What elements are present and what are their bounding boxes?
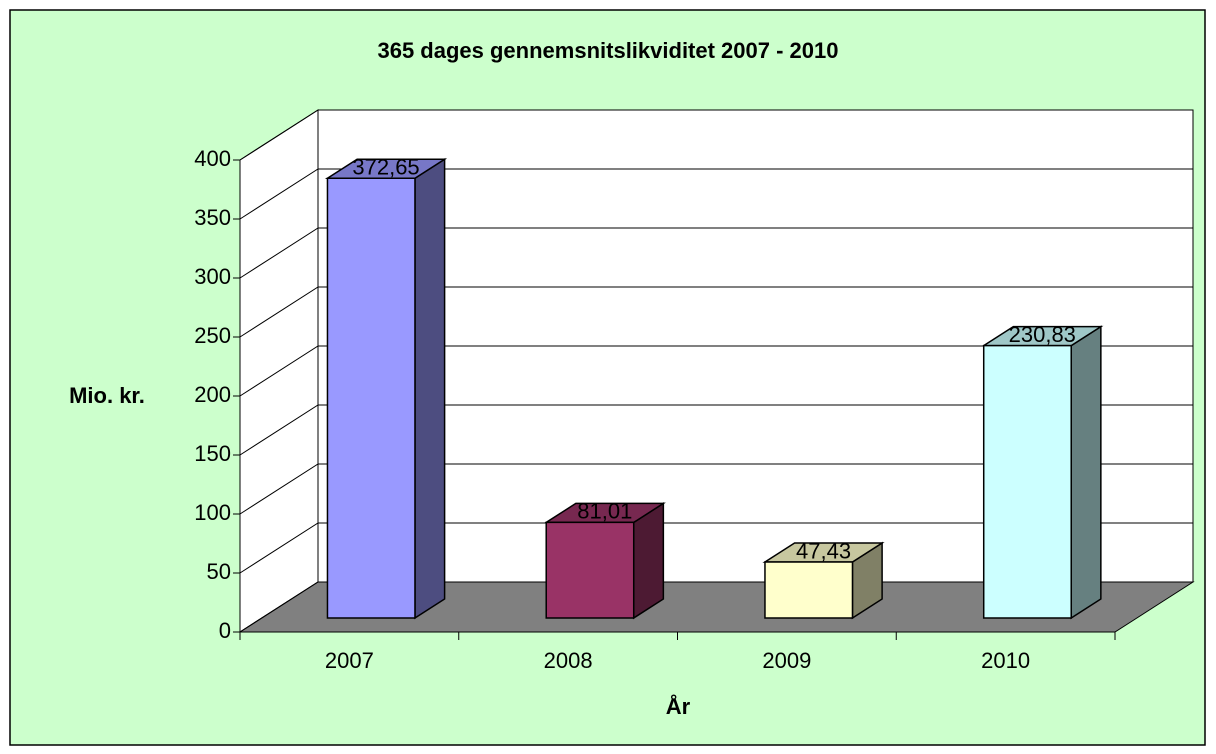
grid-line (239, 227, 1193, 279)
x-tick-label: 2007 (325, 648, 374, 673)
x-axis-label: År (666, 693, 691, 719)
bar (326, 177, 416, 619)
data-label: 47,43 (796, 538, 851, 563)
y-tick-label: 300 (194, 264, 231, 289)
grid-line (239, 345, 1193, 397)
bar-side (414, 157, 446, 620)
x-tick-label: 2010 (981, 648, 1030, 673)
y-tick-label: 0 (219, 618, 231, 643)
grid-line (239, 463, 1193, 515)
bar (545, 521, 635, 619)
y-tick-label: 50 (207, 559, 231, 584)
bar (982, 344, 1072, 619)
grid-line (239, 168, 1193, 220)
bar-side (632, 502, 665, 620)
data-label: 372,65 (352, 155, 419, 180)
x-tick-label: 2009 (762, 648, 811, 673)
plot: 0 50 100 150 200 250 300 350 400 2007 372,65 2008 81… (194, 109, 1195, 673)
grid-line (239, 286, 1193, 338)
grid-line (239, 581, 1193, 633)
x-tick-label: 2008 (544, 648, 593, 673)
y-tick-label: 150 (194, 441, 231, 466)
grid-line (239, 404, 1193, 456)
y-tick-label: 350 (194, 205, 231, 230)
data-label: 81,01 (577, 499, 632, 524)
y-axis-label: Mio. kr. (69, 383, 145, 408)
y-tick-label: 400 (194, 146, 231, 171)
grid-line (239, 109, 1193, 161)
chart-title: 365 dages gennemsnitslikviditet 2007 - 2… (377, 38, 838, 63)
y-tick-label: 250 (194, 323, 231, 348)
y-tick-label: 200 (194, 382, 231, 407)
bar-side (1070, 325, 1102, 620)
data-label: 230,83 (1009, 322, 1076, 347)
grid-line (239, 522, 1193, 574)
bar (764, 561, 854, 619)
y-tick-label: 100 (194, 500, 231, 525)
